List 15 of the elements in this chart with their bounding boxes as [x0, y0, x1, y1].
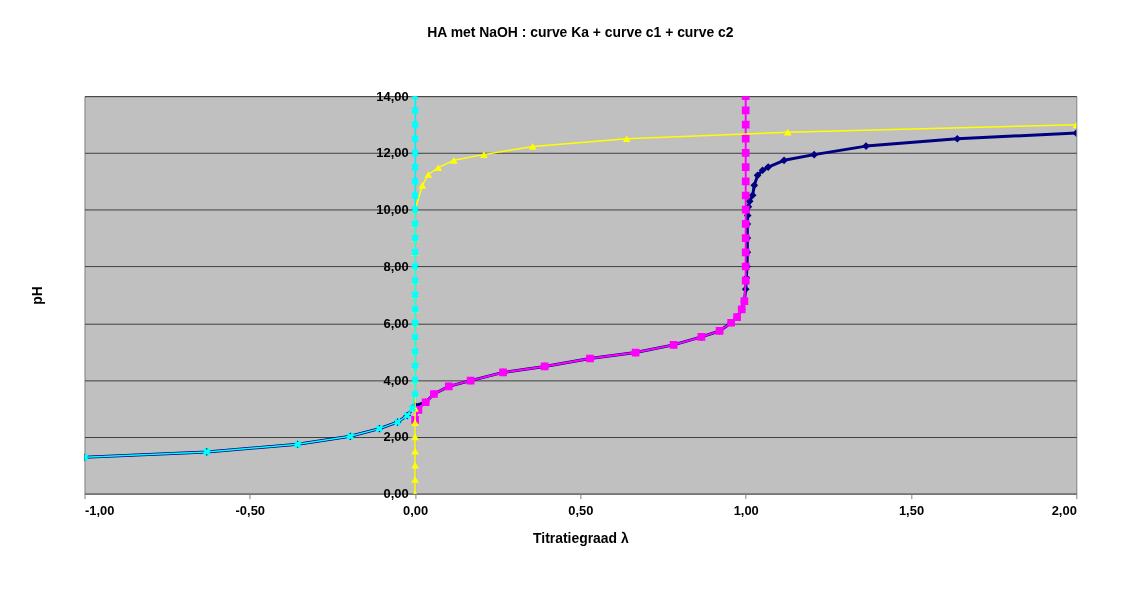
x-tick-label: 0,50 [568, 503, 594, 519]
x-tick-label: 0,00 [403, 503, 429, 519]
x-tick-label: -0,50 [235, 503, 265, 519]
y-tick-label: 0,00 [383, 486, 409, 502]
x-tick-label: 1,50 [898, 503, 925, 519]
y-axis-title: pH [29, 286, 46, 305]
y-tick-label: 12,00 [376, 145, 409, 161]
y-tick-label: 10,00 [376, 202, 409, 218]
x-tick-label: 1,00 [733, 503, 759, 519]
y-tick-label: 6,00 [383, 315, 409, 331]
x-tick-label: 2,00 [1051, 503, 1077, 519]
y-tick-label: 4,00 [383, 372, 409, 388]
x-axis-title: Titratiegraad λ [533, 529, 629, 546]
chart-title: HA met NaOH : curve Ka + curve c1 + curve c2 [427, 24, 734, 41]
x-tick-label: -1,00 [84, 503, 115, 519]
